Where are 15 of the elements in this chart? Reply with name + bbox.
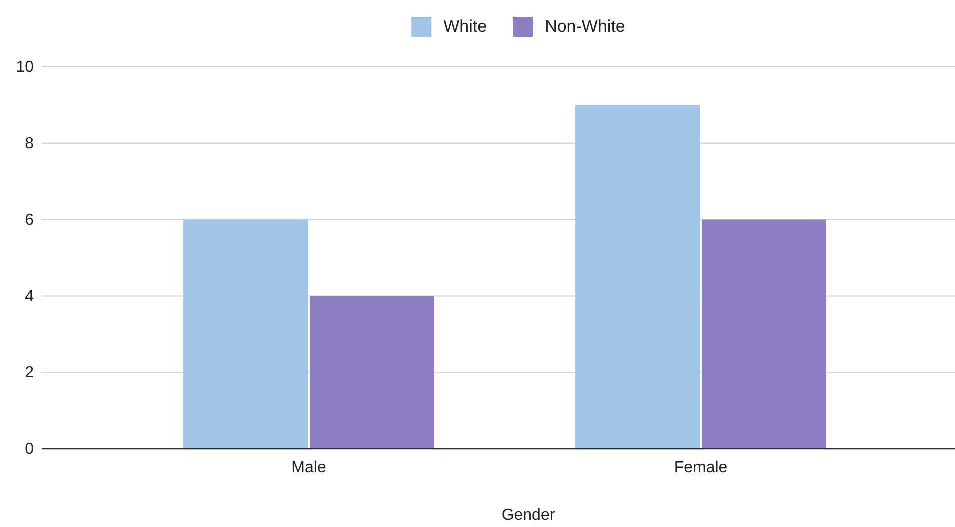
x-tick-label: Male xyxy=(292,459,326,476)
y-tick-label: 6 xyxy=(25,212,34,229)
bar xyxy=(184,220,308,449)
legend-label: White xyxy=(444,17,488,36)
bar xyxy=(310,296,434,449)
bar xyxy=(702,220,826,449)
x-axis-title: Gender xyxy=(502,507,556,524)
y-tick-label: 4 xyxy=(25,288,34,306)
legend-label: Non-White xyxy=(545,17,626,36)
y-tick-label: 8 xyxy=(25,136,34,153)
y-tick-label: 0 xyxy=(25,441,34,458)
y-tick-label: 2 xyxy=(25,364,34,382)
bar xyxy=(576,105,700,449)
y-tick-label: 10 xyxy=(16,59,34,76)
x-tick-label: Female xyxy=(674,459,728,476)
